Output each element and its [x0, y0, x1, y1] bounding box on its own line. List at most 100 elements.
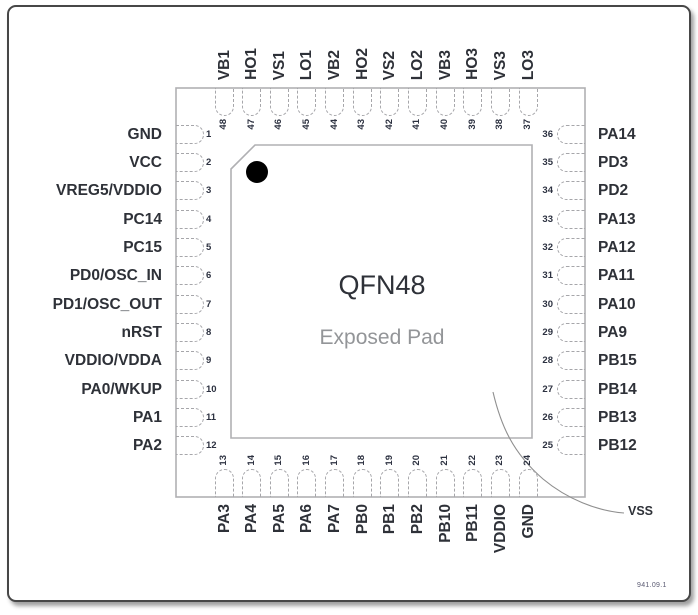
pin-label: PD2 [598, 182, 629, 200]
pin-label: PA2 [132, 437, 162, 455]
pin-pad [176, 323, 204, 343]
pin-pad [176, 209, 204, 229]
vss-net-label: VSS [628, 504, 654, 518]
pin-number: 22 [466, 455, 478, 466]
pin1-marker-dot [246, 161, 268, 183]
pin-label: PA1 [132, 409, 162, 427]
pin-label: VDDIO/VDDA [64, 352, 162, 370]
pin-label: HO2 [353, 48, 371, 80]
pin-label: PA4 [243, 504, 261, 534]
pin-label: PA11 [598, 267, 635, 285]
pin-label: PB0 [353, 504, 371, 535]
vss-leader-line [492, 391, 625, 514]
pin-label: VDDIO [491, 504, 509, 554]
pin-label: HO3 [464, 48, 482, 80]
pin-label: GND [519, 504, 537, 539]
pin-pad [176, 181, 204, 201]
pin-number: 26 [542, 412, 553, 424]
pin-label: PA7 [326, 504, 344, 534]
pin-pad [518, 88, 538, 116]
pin-pad [557, 124, 585, 144]
pin-pad [176, 237, 204, 257]
pin-pad [407, 469, 427, 497]
pin-pad [518, 469, 538, 497]
pin-pad [176, 124, 204, 144]
pin-pad [297, 469, 317, 497]
pin-pad [557, 379, 585, 399]
pin-number: 31 [542, 270, 553, 282]
pin-number: 10 [206, 383, 217, 395]
pin-label: VB3 [436, 49, 454, 80]
pin-label: PD3 [598, 153, 629, 171]
pin-pad [557, 209, 585, 229]
pin-pad [557, 237, 585, 257]
pin-number: 3 [206, 185, 212, 197]
pin-number: 21 [439, 455, 451, 466]
pin-label: PA9 [598, 324, 628, 342]
pin-number: 35 [542, 156, 553, 168]
pin-number: 42 [383, 119, 395, 130]
pin-label: PA14 [598, 125, 636, 143]
pin-pad [297, 88, 317, 116]
pin-label: PA0/WKUP [81, 380, 162, 398]
exposed-pad-label: Exposed Pad [319, 326, 445, 349]
pin-number: 29 [542, 327, 553, 339]
pin-number: 18 [356, 455, 368, 466]
pin-number: 30 [542, 298, 553, 310]
pin-label: PB11 [464, 504, 482, 542]
pin-number: 8 [206, 327, 212, 339]
pin-pad [214, 469, 234, 497]
pin-number: 36 [542, 128, 553, 140]
pin-pad [380, 469, 400, 497]
pin-number: 28 [542, 355, 553, 367]
pin-pad [242, 469, 262, 497]
pin-number: 12 [206, 440, 217, 452]
pin-label: PB13 [598, 409, 637, 427]
pin-label: PA5 [270, 504, 288, 534]
pin-number: 11 [206, 412, 217, 424]
pin-label: GND [127, 125, 162, 143]
pin-number: 32 [542, 241, 553, 253]
pin-label: PA3 [215, 504, 233, 534]
pin-pad [352, 88, 372, 116]
pin-label: nRST [121, 324, 162, 342]
pin-label: PA12 [598, 238, 636, 256]
pin-number: 24 [522, 455, 534, 466]
pin-number: 48 [218, 119, 229, 130]
pin-pad [176, 266, 204, 286]
pin-label: VS2 [381, 50, 399, 80]
pin-label: PD0/OSC_IN [69, 267, 162, 285]
pin-number: 34 [542, 185, 553, 197]
pin-label: PB14 [598, 380, 637, 398]
pin-number: 9 [206, 355, 212, 367]
pin-pad [269, 88, 289, 116]
pin-number: 27 [542, 383, 553, 395]
pin-label: PA13 [598, 210, 636, 228]
pin-number: 15 [273, 455, 285, 466]
pin-pad [176, 379, 204, 399]
pin-number: 6 [206, 270, 212, 282]
pin-number: 41 [411, 119, 423, 130]
pin-label: LO1 [298, 49, 316, 80]
pin-label: PA6 [298, 504, 316, 534]
pin-label: VS3 [491, 50, 509, 80]
pin-number: 40 [439, 119, 451, 130]
pin-pad [325, 88, 345, 116]
pin-label: LO3 [519, 49, 537, 80]
pin-number: 1 [206, 128, 212, 140]
pin-number: 45 [300, 119, 312, 130]
pin-label: VCC [129, 153, 162, 171]
pin-label: PC14 [123, 210, 162, 228]
pin-pad [557, 266, 585, 286]
pin-pad [176, 408, 204, 428]
pin-pad [557, 181, 585, 201]
pin-number: 2 [206, 156, 212, 168]
pin-pad [557, 351, 585, 371]
pin-pad [557, 294, 585, 314]
pin-pad [557, 436, 585, 456]
pin-number: 16 [300, 455, 312, 466]
pin-pad [352, 469, 372, 497]
pin-number: 14 [245, 455, 257, 466]
pin-pad [214, 88, 234, 116]
